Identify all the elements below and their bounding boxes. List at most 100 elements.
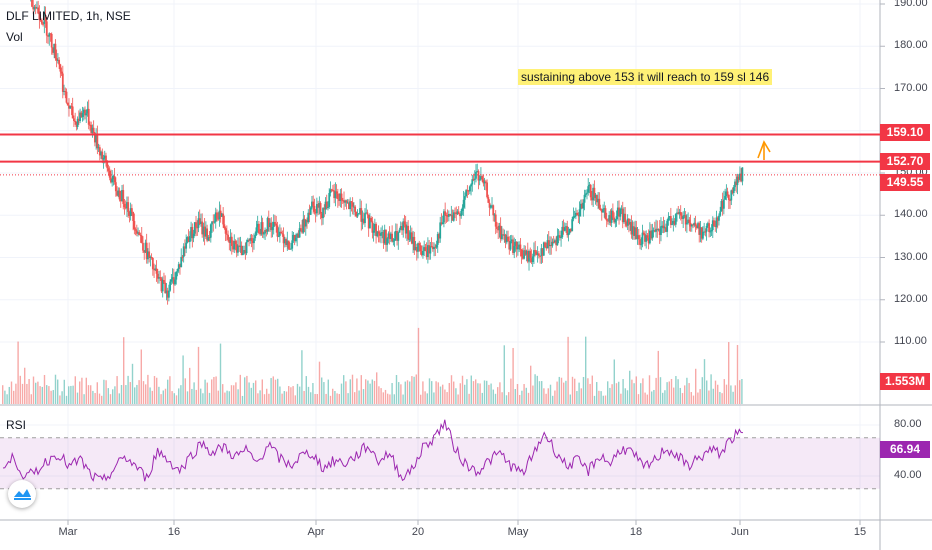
candle-body [53,43,56,53]
level-badge-152: 152.70 [880,153,930,170]
y-tick-label: 190.00 [894,0,928,9]
candle-body [180,256,183,268]
volume-bar [717,384,719,404]
candle-body [332,189,334,191]
volume-bar [655,377,657,404]
candle-body [710,229,713,232]
volume-bar [719,391,721,404]
candle-body [340,193,343,201]
candle-body [688,219,691,223]
volume-bar [651,391,653,404]
candle-body [727,194,730,200]
candle-body [365,212,368,214]
volume-bar [296,383,299,404]
volume-bar [591,375,593,404]
candle-body [299,228,302,230]
candle-body [388,233,391,239]
volume-bar [272,376,274,404]
candle-body [320,213,323,219]
volume-bar [13,390,15,404]
volume-bar [224,392,226,404]
candle-body [235,244,238,253]
candle-body [570,228,572,232]
candle-body [557,235,560,237]
candle-body [350,201,353,203]
candle-body [565,226,567,228]
candle-body [567,233,570,236]
candle-body [325,201,328,208]
volume-bar [701,377,703,404]
candle-body [270,222,273,231]
y-tick-label: 130.00 [894,250,928,263]
volume-bar [329,395,332,404]
volume-bar [732,391,734,404]
candle-body [333,190,336,199]
volume-bar [153,376,156,404]
candle-body [267,218,270,227]
candle-body [578,209,581,217]
candle-body [481,176,484,180]
volume-bar [213,376,215,404]
volume-bar [635,376,637,404]
candle-body [574,212,577,217]
candle-body [213,221,216,223]
candle-body [604,208,607,220]
candle-body [264,229,266,234]
candle-body [256,223,259,228]
volume-bar [206,382,208,404]
volume-bar [235,382,237,404]
candle-body [499,225,502,240]
candle-body [568,228,571,234]
candle-body [69,106,72,109]
candle-body [158,277,160,279]
tradingview-logo-icon[interactable] [8,480,36,508]
candle-body [681,215,683,219]
candle-body [698,223,701,235]
candle-body [672,220,675,224]
volume-bar [450,375,453,404]
volume-bar [32,376,35,404]
volume-bar [721,393,723,404]
candle-body [415,247,418,252]
candle-body [369,217,371,229]
candle-body [63,90,65,92]
candle-body [223,224,226,229]
candle-body [461,207,464,212]
candle-body [167,290,170,298]
candle-body [224,228,227,234]
volume-bar [15,383,17,404]
volume-bar [94,392,96,404]
candle-body [624,213,627,222]
candle-body [356,214,359,217]
volume-bar [369,383,371,404]
candle-body [737,176,740,180]
candle-body [685,223,688,225]
candle-body [187,237,190,242]
volume-bar [420,394,422,404]
candle-body [444,211,447,215]
candle-body [75,121,78,127]
volume-bar [600,391,602,404]
candle-body [111,179,114,183]
volume-bar [211,379,213,404]
candle-body [413,236,416,251]
candle-body [640,244,643,246]
y-tick-label: 180.00 [894,39,928,52]
volume-bar [631,379,633,404]
annotation-note[interactable]: sustaining above 153 it will reach to 15… [518,69,773,85]
volume-bar [215,376,217,404]
volume-bar [175,395,178,404]
candle-body [641,232,644,245]
candle-body [531,256,534,263]
candle-body [657,229,660,231]
volume-bar [345,381,347,404]
volume-bar [277,378,279,404]
candle-body [123,203,126,208]
volume-bar [41,386,43,404]
volume-bar [21,383,24,404]
rsi-label: RSI [6,418,27,432]
volume-bar [497,387,499,404]
volume-bar [255,380,257,404]
candle-body [50,33,53,48]
